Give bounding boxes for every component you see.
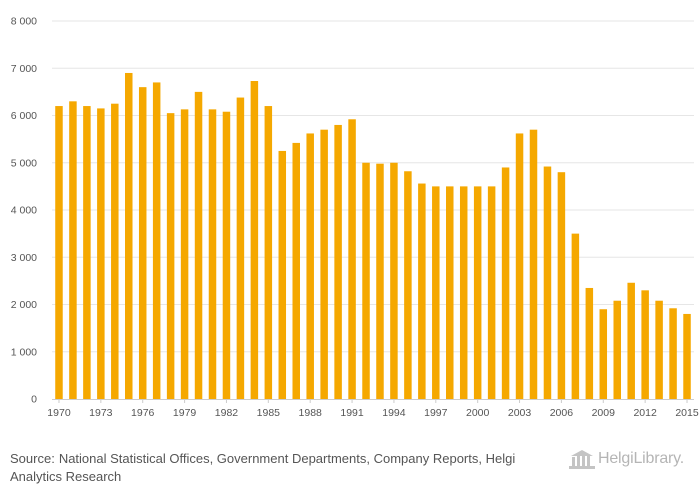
y-axis-tick-labels: 0 1 000 2 000 3 000 4 000 5 000 6 000 7 000 8 00… xyxy=(11,16,37,406)
x-tick-label: 1994 xyxy=(382,407,406,419)
bar-2013 xyxy=(655,300,663,399)
bar-2002 xyxy=(501,167,510,399)
bar-1993 xyxy=(376,163,384,399)
bar-1982 xyxy=(222,111,231,399)
bar-2004 xyxy=(529,129,538,399)
bar-1991 xyxy=(348,119,356,399)
library-building-icon xyxy=(569,450,595,469)
x-tick-label: 2003 xyxy=(508,407,532,419)
y-tick-label: 8 000 xyxy=(11,16,37,28)
bar-1979 xyxy=(180,109,189,400)
bar-2010 xyxy=(613,300,621,399)
x-tick-label: 2006 xyxy=(550,407,574,419)
x-tick-label: 1976 xyxy=(131,407,155,419)
y-tick-label: 1 000 xyxy=(11,346,37,358)
gridlines xyxy=(52,20,694,353)
x-tick-label: 1979 xyxy=(173,407,197,419)
bar-1994 xyxy=(390,162,398,399)
bar-1989 xyxy=(320,129,328,399)
x-tick-label: 2015 xyxy=(675,407,699,419)
bar-1983 xyxy=(236,97,245,400)
bar-1973 xyxy=(97,108,105,399)
bar-1988 xyxy=(306,133,314,399)
x-tick-label: 1982 xyxy=(215,407,239,419)
bar-1996 xyxy=(418,183,426,399)
source-text: National Statistical Offices, Government… xyxy=(10,451,516,484)
bar-1980 xyxy=(194,91,203,400)
x-tick-label: 1985 xyxy=(257,407,281,419)
bar-2015 xyxy=(683,313,691,399)
y-tick-label: 3 000 xyxy=(11,252,37,264)
bar-1972 xyxy=(83,106,91,400)
y-tick-label: 0 xyxy=(31,394,37,406)
bar-1985 xyxy=(264,106,273,400)
bar-2003 xyxy=(515,133,524,399)
bar-1998 xyxy=(446,186,454,400)
bar-1976 xyxy=(138,87,147,400)
x-axis-tick-labels: 1970 1973 1976 1979 1982 1985 1988 1991 1994 1997… xyxy=(47,399,699,419)
source-note: Source: National Statistical Offices, Gov… xyxy=(10,450,550,486)
bar-2009 xyxy=(599,309,608,399)
bar-1970 xyxy=(55,106,63,400)
y-tick-label: 6 000 xyxy=(11,110,37,122)
x-tick-label: 1991 xyxy=(340,407,364,419)
bar-1981 xyxy=(208,109,217,400)
bar-1978 xyxy=(166,113,175,399)
x-tick-label: 1970 xyxy=(47,407,71,419)
bar-1974 xyxy=(111,103,119,399)
bar-1987 xyxy=(292,142,300,399)
bar-2001 xyxy=(487,186,496,400)
y-tick-label: 7 000 xyxy=(11,63,37,75)
bar-1984 xyxy=(250,81,259,399)
bar-1971 xyxy=(69,101,77,399)
bar-1975 xyxy=(125,72,133,399)
helgilibrary-logo: HelgiLibrary. xyxy=(568,447,692,473)
bar-2000 xyxy=(473,186,482,400)
bar-1977 xyxy=(152,82,161,400)
x-tick-label: 2012 xyxy=(633,407,657,419)
y-tick-label: 4 000 xyxy=(11,205,37,217)
bar-2014 xyxy=(669,308,677,399)
bar-2007 xyxy=(571,233,580,400)
bar-2008 xyxy=(585,287,594,399)
logo-text: HelgiLibrary. xyxy=(598,450,685,467)
bar-1986 xyxy=(278,150,287,399)
x-tick-label: 1988 xyxy=(299,407,323,419)
x-tick-label: 2000 xyxy=(466,407,490,419)
source-label: Source: xyxy=(10,451,55,466)
bar-1990 xyxy=(334,124,342,399)
y-tick-label: 2 000 xyxy=(11,299,37,311)
x-tick-label: 1973 xyxy=(89,407,113,419)
bar-1995 xyxy=(404,171,412,399)
bar-2011 xyxy=(627,282,635,399)
x-tick-label: 1997 xyxy=(424,407,448,419)
bar-chart: 0 1 000 2 000 3 000 4 000 5 000 6 000 7 000 8 00… xyxy=(11,16,699,420)
bar-2006 xyxy=(557,172,566,399)
bar-1992 xyxy=(362,162,370,399)
bar-2012 xyxy=(641,290,649,399)
bar-1999 xyxy=(459,186,468,400)
y-tick-label: 5 000 xyxy=(11,157,37,169)
bars xyxy=(55,72,691,400)
bar-2005 xyxy=(543,166,552,399)
x-tick-label: 2009 xyxy=(592,407,616,419)
bar-1997 xyxy=(432,186,440,400)
